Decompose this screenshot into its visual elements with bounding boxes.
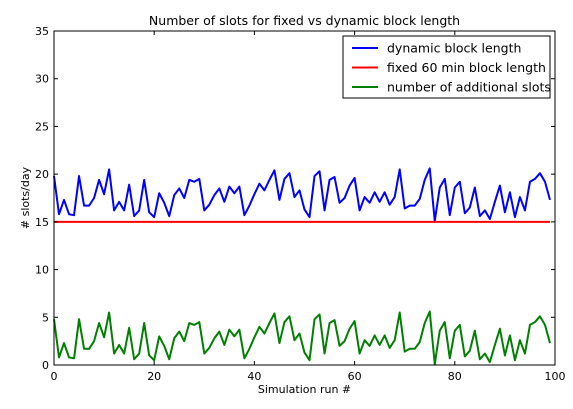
y-tick-label: 25 [35,120,49,133]
y-tick-label: 20 [35,168,49,181]
x-tick-label: 0 [51,370,58,383]
y-tick-label: 35 [35,25,49,38]
x-tick-label: 80 [448,370,462,383]
legend: dynamic block length fixed 60 min block l… [342,35,551,99]
chart-title: Number of slots for fixed vs dynamic blo… [149,13,460,28]
axis-ticks [53,30,556,366]
x-tick-label: 20 [147,370,161,383]
y-tick-label: 5 [42,311,49,324]
legend-label: dynamic block length [387,41,521,56]
series-line-3 [53,310,551,366]
x-tick-label: 100 [545,370,566,383]
y-axis-label: # slots/day [19,166,32,229]
y-tick-label: 30 [35,73,49,86]
y-tick-label: 0 [42,359,49,372]
legend-label: fixed 60 min block length [387,60,546,75]
x-tick-label: 40 [247,370,261,383]
legend-label: number of additional slots [387,80,551,95]
plot-lines [53,167,551,366]
x-tick-label: 60 [348,370,362,383]
y-tick-label: 10 [35,264,49,277]
plot-frame [53,30,556,366]
axes-frame [53,30,556,366]
axis-tick-labels: 0 20 40 60 80 100 0 5 10 15 20 25 30 35 [35,25,566,383]
y-tick-label: 15 [35,216,49,229]
x-axis-label: Simulation run # [258,383,351,396]
series-line-1 [53,167,551,222]
